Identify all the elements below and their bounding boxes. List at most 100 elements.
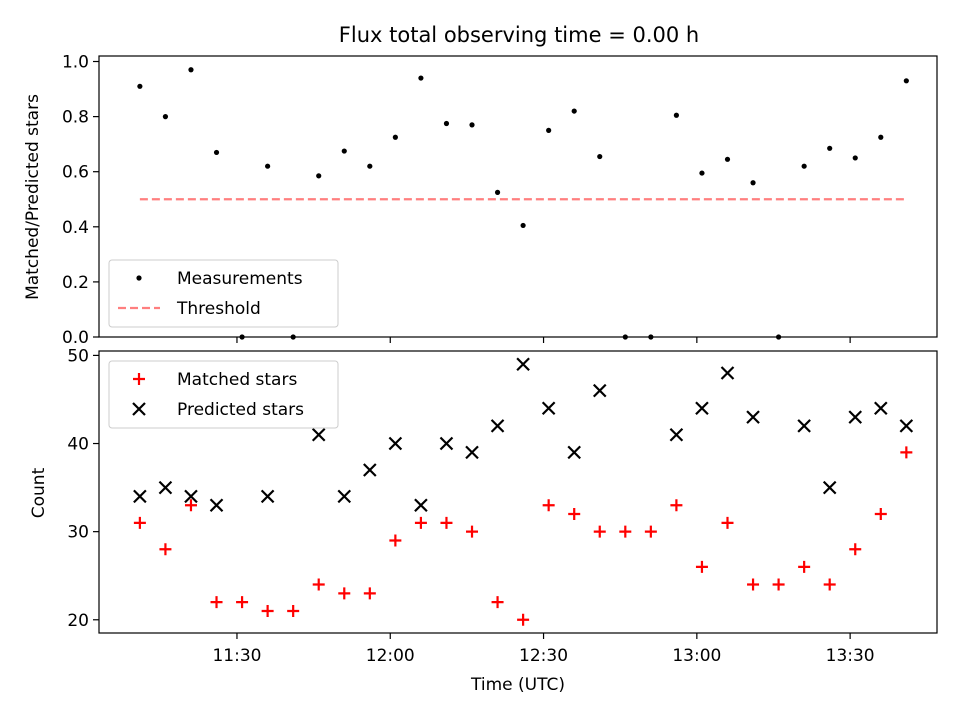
count-panel-legend: Matched stars Predicted stars: [108, 360, 339, 429]
measurement-point: [699, 170, 705, 176]
measurement-point: [801, 163, 807, 169]
measurement-point: [724, 156, 731, 162]
y-tick-label: 0.6: [62, 163, 89, 183]
matched-star-point: [619, 525, 632, 538]
matched-star-point: [798, 560, 811, 573]
x-tick-label: 11:30: [212, 646, 261, 666]
predicted-star-point: [669, 427, 684, 442]
matched-star-point: [210, 596, 223, 609]
matched-star-point: [568, 508, 581, 521]
measurement-point: [137, 83, 143, 89]
measurement-point: [367, 163, 373, 169]
count-panel-xlabel: Time (UTC): [470, 675, 565, 695]
measurement-point: [520, 222, 526, 229]
y-tick-label: 20: [67, 611, 89, 631]
legend-label: Matched stars: [177, 370, 297, 390]
ratio-panel-marks: [137, 67, 909, 340]
matched-star-point: [414, 516, 427, 529]
x-tick-label: 13:00: [672, 646, 721, 666]
matched-star-point: [133, 516, 146, 529]
predicted-star-point: [822, 480, 837, 495]
measurement-point: [443, 120, 450, 127]
matched-star-point: [772, 578, 785, 591]
measurement-point: [903, 78, 909, 84]
x-tick-label: 13:30: [826, 646, 875, 666]
measurement-point: [750, 180, 756, 186]
measurement-point: [265, 163, 271, 169]
count-panel: Count Time (UTC) 20 30 40 50 11:30 12:00 12:30…: [29, 346, 938, 695]
matched-star-point: [236, 596, 249, 609]
count-panel-frame: [98, 350, 938, 634]
matched-star-point: [363, 587, 376, 600]
legend-box: [108, 360, 339, 429]
predicted-star-point: [695, 401, 709, 416]
matched-star-point: [517, 613, 530, 626]
legend-box: [108, 259, 339, 328]
predicted-star-point: [184, 489, 198, 504]
measurement-point: [878, 134, 884, 140]
measurement-point: [418, 75, 424, 81]
measurement-point: [316, 173, 322, 179]
predicted-star-point: [439, 436, 454, 451]
legend-matched-swatch: [133, 373, 145, 385]
matched-star-point: [184, 499, 197, 512]
predicted-star-point: [158, 480, 173, 495]
matched-star-point: [338, 587, 351, 600]
matched-star-point: [644, 525, 657, 538]
matched-star-point: [440, 516, 453, 529]
matched-star-point: [849, 543, 862, 556]
y-tick-label: 0.2: [62, 273, 89, 293]
predicted-star-point: [720, 366, 735, 380]
y-tick-label: 0.8: [62, 108, 89, 128]
measurement-point: [827, 145, 833, 151]
matched-star-point: [823, 578, 836, 591]
predicted-star-point: [541, 401, 556, 416]
matched-star-point: [670, 499, 683, 512]
measurement-point: [852, 155, 858, 161]
ratio-panel-frame: [98, 55, 938, 338]
predicted-star-point: [516, 357, 530, 371]
matched-star-point: [874, 508, 887, 521]
predicted-star-point: [848, 410, 863, 424]
matched-star-point: [466, 525, 479, 538]
predicted-star-point: [337, 489, 352, 504]
ratio-panel-legend: Measurements Threshold: [108, 259, 339, 328]
measurement-point: [341, 148, 347, 154]
chart-title: Flux total observing time = 0.00 h: [339, 23, 699, 47]
predicted-star-point: [592, 383, 607, 398]
measurement-point: [392, 134, 398, 140]
measurement-point: [546, 127, 552, 133]
legend-label: Measurements: [177, 269, 303, 289]
predicted-star-point: [874, 401, 888, 416]
ratio-panel: Matched/Predicted stars 0.0 0.2 0.4 0.6 0.8 1…: [23, 53, 938, 348]
measurement-point: [597, 153, 603, 160]
y-tick-label: 0.4: [62, 218, 89, 238]
legend-measurement-swatch: [136, 275, 142, 281]
predicted-star-point: [797, 419, 811, 433]
legend-label: Threshold: [176, 299, 261, 319]
matched-star-point: [695, 560, 708, 573]
predicted-star-point: [746, 410, 760, 424]
y-tick-label: 40: [67, 435, 89, 455]
predicted-star-point: [388, 436, 403, 451]
x-tick-label: 12:00: [366, 646, 415, 666]
measurement-point: [494, 189, 501, 195]
matched-star-point: [261, 604, 274, 617]
ratio-panel-ylabel: Matched/Predicted stars: [23, 94, 43, 300]
matched-star-point: [593, 525, 606, 538]
legend-predicted-swatch: [132, 402, 146, 416]
predicted-star-point: [490, 419, 505, 433]
x-tick-label: 12:30: [519, 646, 568, 666]
ratio-panel-ticks: 0.0 0.2 0.4 0.6 0.8 1.0: [62, 53, 851, 348]
count-panel-marks: [133, 357, 914, 626]
y-tick-label: 50: [67, 346, 89, 366]
matched-star-point: [721, 516, 734, 529]
matched-star-point: [159, 543, 172, 556]
predicted-star-point: [899, 419, 914, 433]
measurement-point: [213, 149, 220, 156]
predicted-star-point: [363, 463, 377, 477]
count-panel-ylabel: Count: [29, 467, 49, 518]
y-tick-label: 1.0: [62, 53, 89, 73]
matched-star-point: [287, 604, 300, 617]
